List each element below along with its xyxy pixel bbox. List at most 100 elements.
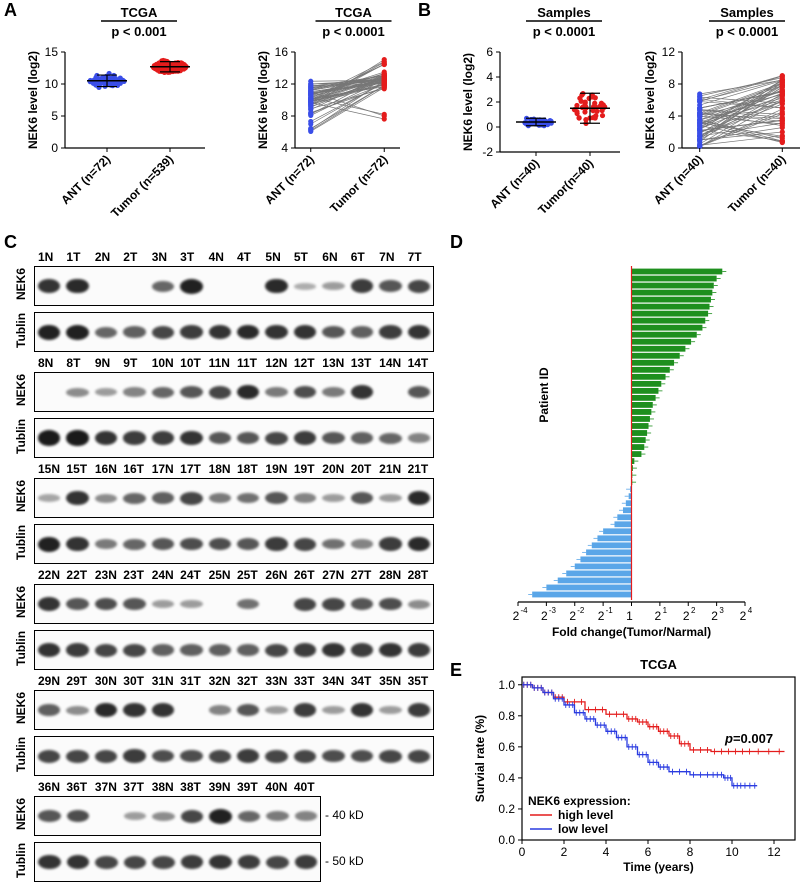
blot-band: [237, 644, 260, 656]
lane-label: 38N: [151, 780, 174, 794]
fold-change-bar: [631, 282, 714, 289]
data-point-tumor: [779, 133, 785, 139]
blot-band: [94, 749, 118, 763]
y-tick-label: 0.6: [498, 740, 515, 754]
blot-band: [180, 749, 203, 763]
lane-label: 36N: [38, 780, 61, 794]
blot-band: [94, 326, 118, 338]
x-axis-label: Fold change(Tumor/Narmal): [552, 625, 711, 639]
blot-band: [293, 493, 317, 503]
y-tick-label: 1.0: [498, 678, 515, 692]
fold-change-bar: [631, 268, 723, 275]
pair-line: [699, 79, 783, 95]
fold-change-bar: [631, 352, 680, 359]
blot-band: [38, 279, 61, 293]
blot-band: [265, 706, 288, 714]
blot-band: [350, 492, 374, 504]
data-point: [583, 117, 589, 123]
blot-band: [322, 326, 345, 338]
data-point-ant: [308, 118, 314, 125]
tubulin-blot-strip: [34, 524, 434, 564]
fold-change-bar: [546, 584, 632, 591]
fold-change-bar: [631, 317, 706, 324]
blot-band: [266, 855, 289, 869]
x-tick-label: 12: [767, 845, 781, 859]
x-tick-exponent: 4: [748, 606, 753, 615]
blot-band: [151, 538, 175, 550]
lane-label: 25N: [208, 568, 231, 582]
fold-change-bar: [631, 275, 717, 282]
lane-label: 22N: [38, 568, 61, 582]
lane-label: 33T: [293, 674, 315, 688]
lane-label: 4T: [237, 250, 252, 264]
lane-label: 26N: [265, 568, 288, 582]
data-point-ant: [697, 143, 703, 149]
lane-label: 6N: [322, 250, 338, 264]
pair-line: [699, 108, 783, 147]
data-point-tumor: [779, 139, 785, 146]
pair-line: [699, 127, 783, 141]
blot-band: [407, 749, 430, 763]
pair-line: [699, 75, 783, 100]
data-point: [538, 122, 544, 128]
x-tick-exponent: 2: [691, 606, 696, 615]
pair-line: [699, 113, 783, 147]
legend-label: low level: [558, 822, 608, 836]
lane-label: 35N: [379, 674, 402, 688]
blot-band: [407, 599, 430, 609]
x-tick-label: 1: [626, 609, 633, 623]
blot-band: [66, 324, 89, 340]
data-point-tumor: [381, 79, 387, 85]
fold-change-bar: [631, 366, 670, 373]
pair-line: [699, 84, 783, 130]
blot-band: [322, 749, 345, 763]
pair-line: [310, 63, 385, 100]
blot-band: [180, 644, 203, 656]
data-point-ant: [697, 135, 703, 142]
blot-band: [151, 280, 175, 292]
lane-label: 37T: [123, 780, 144, 794]
blot-band: [208, 493, 231, 503]
y-axis-label: NEK6 level (log2): [461, 53, 475, 151]
blot-band: [66, 705, 89, 715]
marker-40kd: - 40 kD: [325, 808, 364, 822]
blot-band: [151, 325, 175, 339]
panel-label-b: B: [418, 0, 431, 20]
plot-frame: [521, 676, 796, 841]
lane-label: 2T: [123, 250, 138, 264]
data-point: [578, 98, 584, 104]
lane-label: 9T: [123, 356, 138, 370]
blot-band: [350, 749, 374, 763]
y-tick-label: 0.4: [498, 771, 515, 785]
fold-change-bar: [631, 296, 711, 303]
x-tick-label: ANT (n=72): [262, 152, 317, 207]
nek6-row-label: NEK6: [14, 585, 28, 618]
pair-line: [310, 82, 385, 122]
lane-label: 19T: [293, 462, 315, 476]
lane-label: 27T: [350, 568, 372, 582]
blot-band: [322, 597, 345, 611]
western-blot-panel: 1N 1T 2N 2T 3N 3T 4N 4T 5N 5T 6N 6T 7N 7T NEK6 Tublin 8N…: [0, 250, 445, 884]
lane-label: 34N: [322, 674, 345, 688]
lane-label: 39T: [237, 780, 258, 794]
blot-band: [209, 808, 232, 824]
blot-band: [123, 812, 146, 820]
data-point-tumor: [779, 123, 785, 129]
lane-label: 15N: [38, 462, 61, 476]
y-tick-label: -2: [482, 145, 493, 159]
chart-b-samples-scatter: -2 0 2 4 6 Samples p < 0.0001 NEK6 level (log2)…: [461, 5, 620, 217]
fold-change-bar: [586, 549, 632, 556]
data-point-ant: [697, 105, 703, 111]
data-point: [87, 79, 93, 85]
blot-band: [66, 809, 89, 823]
blot-band: [293, 282, 317, 290]
tubulin-row-label: Tublin: [14, 842, 28, 878]
blot-band: [123, 492, 146, 504]
fold-change-bar: [532, 591, 632, 598]
tubulin-blot-strip: [34, 736, 434, 776]
tubulin-blot-strip: [34, 418, 434, 458]
data-point: [594, 108, 600, 114]
lane-label: 37N: [94, 780, 117, 794]
blot-band: [293, 703, 317, 717]
fold-change-bar: [631, 310, 709, 317]
